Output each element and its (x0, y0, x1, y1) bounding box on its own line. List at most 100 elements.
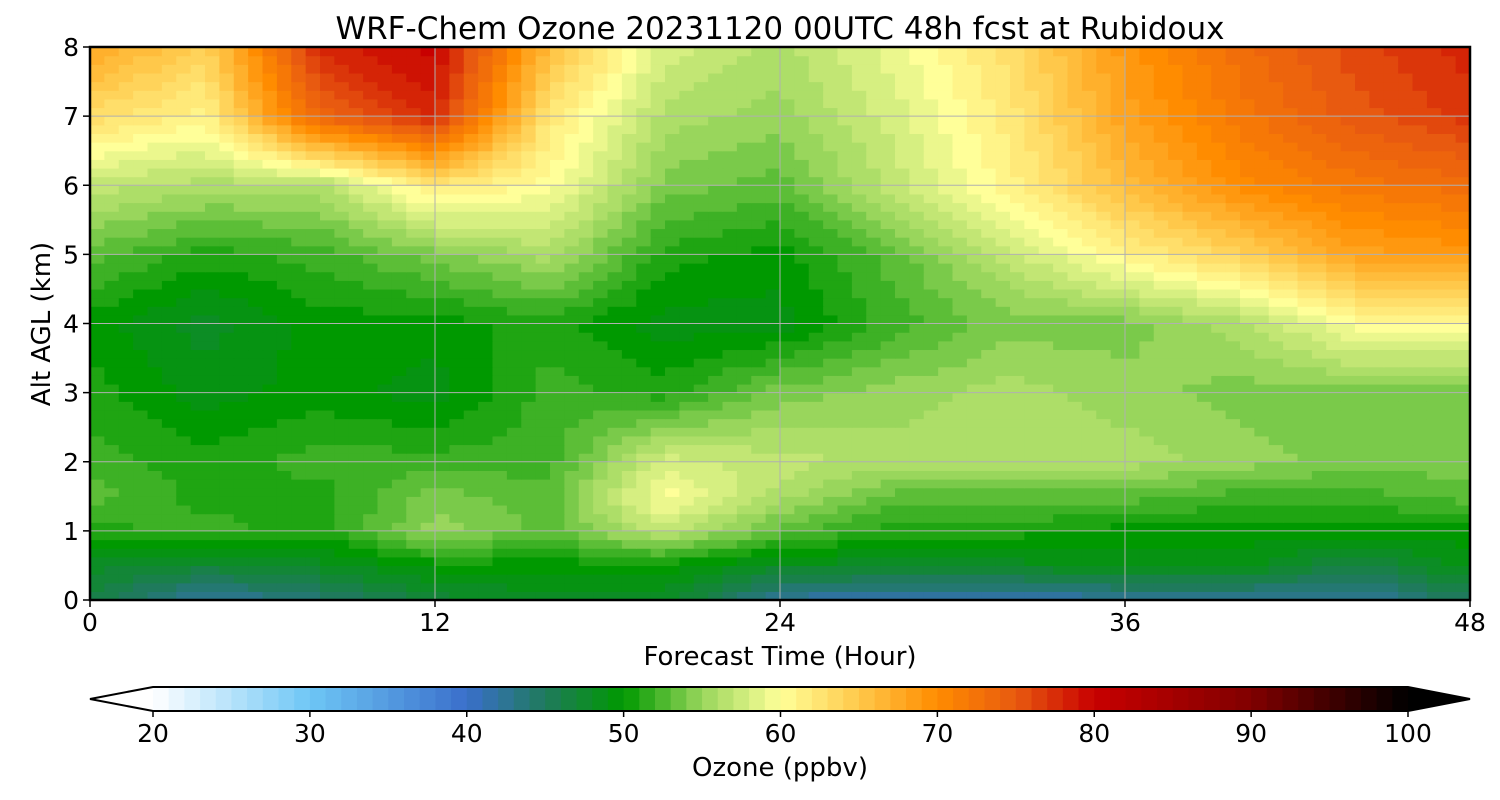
heatmap-cell (1024, 211, 1040, 221)
heatmap-cell (1254, 332, 1270, 342)
heatmap-cell (564, 159, 580, 169)
heatmap-cell (966, 375, 982, 385)
heatmap-cell (205, 228, 220, 238)
heatmap-cell (104, 574, 120, 584)
heatmap-cell (1268, 548, 1284, 558)
heatmap-cell (837, 582, 853, 592)
heatmap-cell (607, 297, 623, 307)
heatmap-cell (1369, 271, 1385, 281)
heatmap-cell (693, 582, 709, 592)
heatmap-cell (1240, 461, 1255, 471)
heatmap-cell (219, 435, 235, 446)
heatmap-cell (118, 288, 134, 299)
heatmap-cell (334, 582, 350, 592)
heatmap-cell (90, 245, 105, 255)
heatmap-cell (262, 556, 278, 567)
heatmap-cell (1441, 530, 1457, 541)
heatmap-cell (147, 167, 163, 178)
heatmap-cell (535, 574, 551, 584)
heatmap-cell (1196, 565, 1212, 575)
heatmap-cell (492, 522, 508, 532)
heatmap-cell (1139, 219, 1155, 230)
heatmap-cell (923, 513, 939, 523)
heatmap-cell (1340, 314, 1356, 325)
heatmap-cell (650, 228, 666, 238)
heatmap-cell (650, 340, 666, 351)
heatmap-cell (118, 530, 134, 541)
heatmap-cell (1283, 254, 1299, 264)
heatmap-cell (233, 461, 249, 471)
heatmap-cell (880, 530, 896, 541)
heatmap-cell (90, 513, 105, 523)
heatmap-cell (1196, 409, 1212, 420)
heatmap-cell (1455, 358, 1471, 368)
heatmap-cell (722, 219, 738, 230)
heatmap-cell (391, 461, 407, 471)
heatmap-cell (550, 323, 565, 333)
heatmap-cell (147, 332, 163, 342)
heatmap-cell (1326, 392, 1342, 402)
heatmap-cell (722, 470, 738, 480)
heatmap-cell (176, 444, 192, 454)
heatmap-cell (751, 591, 767, 601)
heatmap-cell (650, 479, 666, 489)
heatmap-cell (1398, 444, 1414, 454)
heatmap-cell (1254, 271, 1270, 281)
heatmap-cell (1297, 513, 1313, 523)
heatmap-cell (1426, 582, 1442, 592)
heatmap-cell (521, 358, 537, 368)
heatmap-cell (895, 401, 910, 411)
heatmap-cell (794, 193, 810, 204)
heatmap-cell (1254, 418, 1270, 428)
heatmap-cell (808, 211, 824, 221)
heatmap-cell (219, 461, 235, 471)
heatmap-cell (736, 470, 752, 480)
heatmap-cell (722, 254, 738, 264)
heatmap-cell (334, 332, 350, 342)
heatmap-cell (1053, 496, 1069, 506)
heatmap-cell (190, 349, 206, 359)
heatmap-cell (880, 418, 896, 428)
heatmap-cell (1081, 167, 1097, 178)
heatmap-cell (521, 176, 537, 186)
heatmap-cell (1326, 401, 1342, 411)
heatmap-cell (607, 444, 623, 454)
heatmap-cell (621, 297, 637, 307)
heatmap-cell (693, 496, 709, 506)
heatmap-cell (291, 453, 307, 463)
heatmap-cell (636, 228, 652, 238)
heatmap-cell (765, 591, 781, 601)
heatmap-cell (205, 383, 220, 394)
heatmap-cell (736, 591, 752, 601)
heatmap-cell (1268, 349, 1284, 359)
heatmap-cell (305, 211, 321, 221)
heatmap-cell (593, 228, 609, 238)
heatmap-cell (1340, 219, 1356, 230)
heatmap-cell (535, 487, 551, 497)
heatmap-cell (1081, 349, 1097, 359)
heatmap-cell (895, 582, 910, 592)
heatmap-cell (90, 383, 105, 394)
heatmap-cell (1340, 211, 1356, 221)
heatmap-cell (133, 193, 149, 204)
heatmap-cell (1412, 401, 1428, 411)
heatmap-cell (938, 237, 954, 247)
heatmap-cell (1182, 245, 1198, 255)
heatmap-cell (449, 159, 465, 169)
heatmap-cell (1383, 332, 1399, 342)
heatmap-cell (621, 323, 637, 333)
heatmap-cell (1355, 539, 1370, 549)
heatmap-cell (808, 453, 824, 463)
heatmap-cell (205, 496, 220, 506)
heatmap-cell (1081, 487, 1097, 497)
heatmap-cell (837, 237, 853, 247)
heatmap-cell (1268, 150, 1284, 160)
heatmap-cell (1426, 167, 1442, 178)
heatmap-cell (1196, 314, 1212, 325)
heatmap-cell (190, 176, 206, 186)
heatmap-cell (233, 530, 249, 541)
heatmap-cell (233, 453, 249, 463)
heatmap-cell (276, 496, 292, 506)
heatmap-cell (133, 219, 149, 230)
heatmap-cell (966, 185, 982, 195)
